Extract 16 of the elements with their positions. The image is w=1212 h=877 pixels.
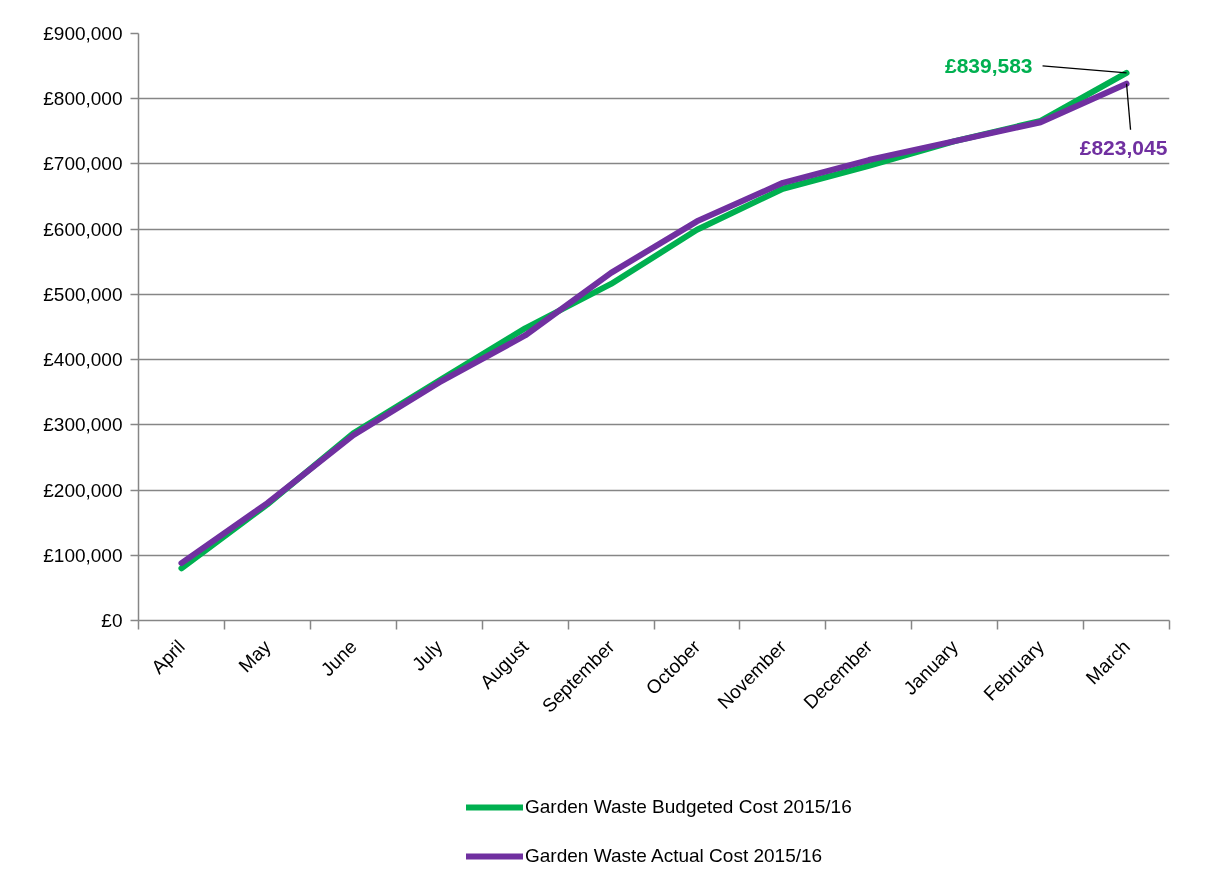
- y-tick-label: £400,000: [43, 349, 123, 371]
- y-tick-label: £600,000: [43, 218, 123, 240]
- data-label: £839,583: [944, 54, 1033, 78]
- legend-label: Garden Waste Budgeted Cost 2015/16: [525, 796, 852, 818]
- y-tick-label: £0: [101, 610, 123, 631]
- y-tick-label: £500,000: [43, 283, 123, 305]
- y-tick-label: £100,000: [43, 544, 123, 566]
- y-tick-label: £900,000: [43, 23, 123, 44]
- y-tick-label: £300,000: [43, 414, 123, 436]
- legend-label: Garden Waste Actual Cost 2015/16: [525, 845, 823, 867]
- x-tick-label: July: [407, 635, 447, 675]
- y-tick-label: £700,000: [43, 153, 123, 175]
- y-tick-label: £800,000: [43, 88, 123, 110]
- x-tick-label: May: [234, 635, 276, 677]
- y-tick-label: £200,000: [43, 479, 123, 501]
- data-label: £823,045: [1079, 136, 1168, 160]
